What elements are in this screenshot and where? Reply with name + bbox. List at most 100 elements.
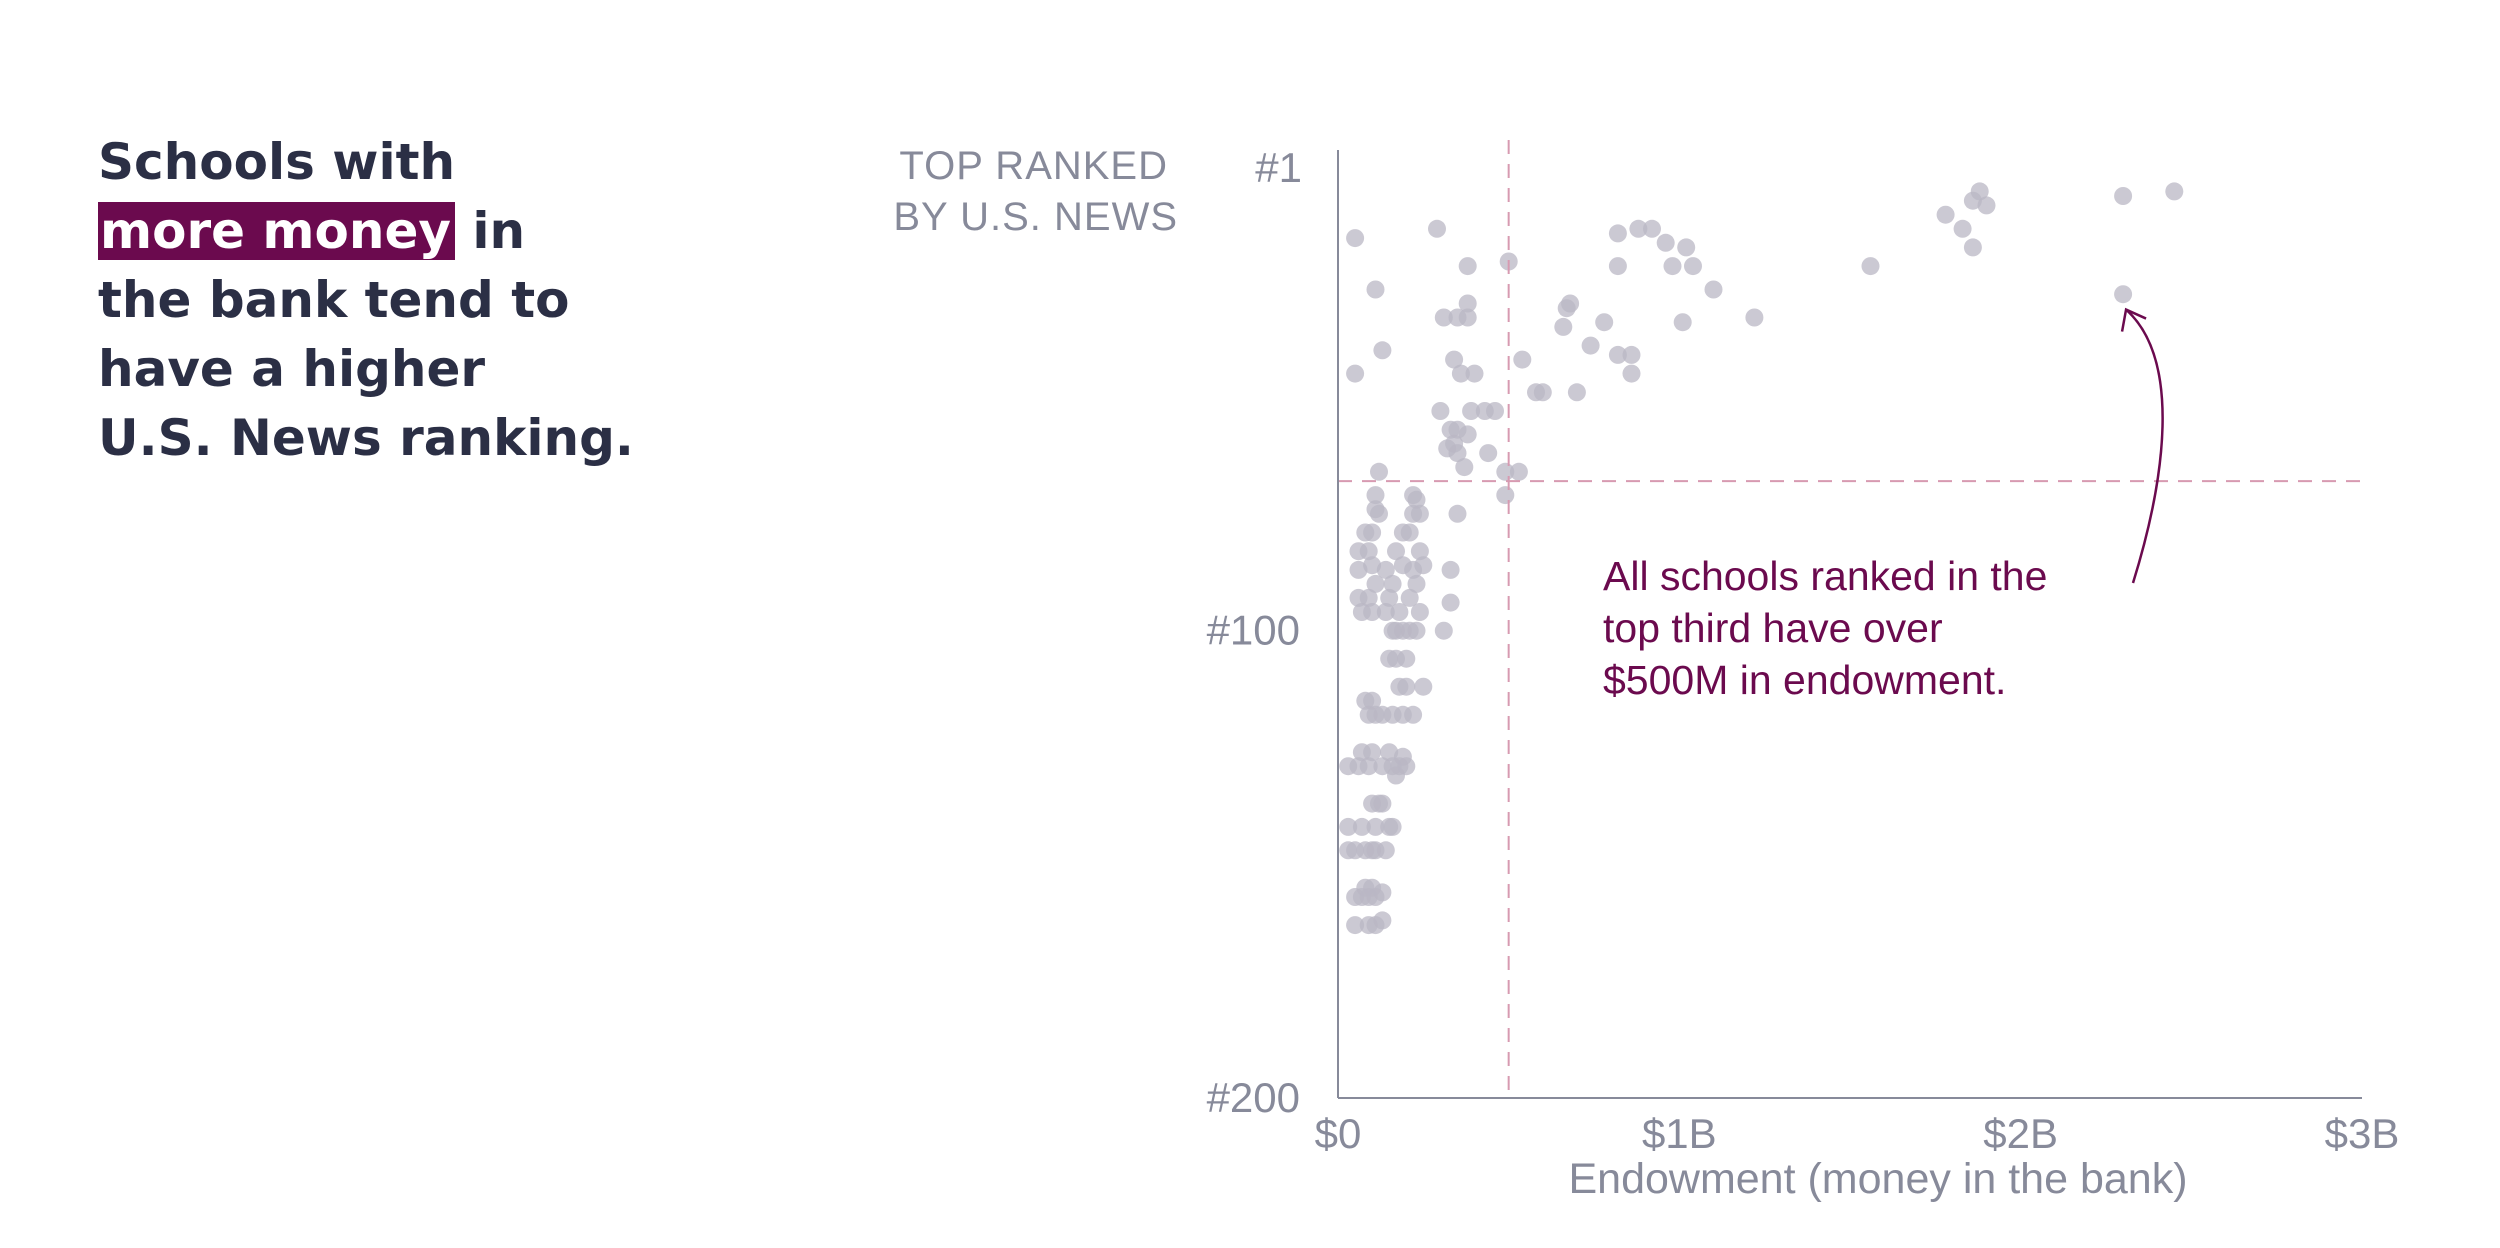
data-point-88 — [1407, 574, 1426, 593]
data-point-90 — [1359, 588, 1378, 607]
y-axis-label-line-1: TOP RANKED — [899, 144, 1168, 188]
data-point-57 — [1479, 444, 1498, 463]
data-point-38 — [1434, 308, 1453, 327]
data-point-17 — [1608, 257, 1627, 276]
data-point-22 — [1561, 294, 1580, 313]
data-point-83 — [1376, 560, 1395, 579]
data-point-87 — [1383, 574, 1402, 593]
data-point-109 — [1397, 677, 1416, 696]
headline-line-5: U.S. News ranking. — [98, 409, 634, 467]
data-point-107 — [1397, 649, 1416, 668]
data-point-102 — [1407, 621, 1426, 640]
ticks-layer: $0 $1B $2B $3B #1 #100 #200 — [1207, 144, 2400, 1157]
data-point-155 — [1373, 911, 1392, 930]
data-point-85 — [1441, 560, 1460, 579]
data-point-1 — [2114, 187, 2133, 205]
data-point-56 — [1448, 444, 1467, 463]
data-point-82 — [1349, 560, 1368, 579]
data-point-37 — [1448, 308, 1467, 327]
data-point-16 — [1684, 257, 1702, 276]
data-point-92 — [1400, 588, 1419, 607]
x-tick-label-3: $3B — [2325, 1110, 2400, 1157]
data-point-28 — [1622, 364, 1641, 383]
data-point-144 — [1376, 841, 1395, 860]
data-point-26 — [1608, 345, 1627, 364]
annotation-line-2: top third have over — [1603, 605, 1943, 651]
data-point-110 — [1414, 677, 1433, 696]
data-point-18 — [1704, 280, 1723, 299]
data-point-151 — [1366, 888, 1385, 906]
data-point-0 — [2165, 182, 2184, 201]
data-point-5 — [1936, 205, 1955, 224]
data-point-53 — [1458, 425, 1477, 444]
data-point-43 — [1346, 364, 1365, 383]
data-point-58 — [1455, 458, 1474, 477]
data-point-23 — [1554, 317, 1573, 336]
headline-line-4: have a higher — [98, 340, 486, 398]
x-tick-label-2: $2B — [1983, 1110, 2058, 1157]
x-tick-label-0: $0 — [1315, 1110, 1362, 1157]
annotation-arrowhead — [2120, 307, 2147, 332]
data-point-24 — [1595, 313, 1614, 332]
data-point-45 — [1451, 364, 1470, 383]
data-point-19 — [1745, 308, 1764, 327]
data-point-86 — [1366, 574, 1385, 593]
data-point-112 — [1363, 691, 1382, 710]
data-point-103 — [1434, 621, 1453, 640]
data-point-12 — [1608, 224, 1627, 243]
data-point-4 — [1977, 196, 1996, 215]
data-point-93 — [1441, 593, 1460, 612]
data-point-121 — [1380, 743, 1399, 762]
data-point-67 — [1448, 504, 1467, 523]
data-point-120 — [1363, 743, 1382, 762]
data-point-39 — [1428, 219, 1446, 238]
data-point-46 — [1465, 364, 1484, 383]
data-point-14 — [1677, 238, 1696, 257]
data-point-31 — [1527, 383, 1545, 402]
data-point-98 — [1410, 603, 1429, 621]
data-point-118 — [1404, 705, 1423, 724]
data-point-73 — [1363, 523, 1382, 542]
data-point-50 — [1462, 402, 1481, 420]
data-point-79 — [1363, 556, 1382, 575]
annotation-line-3: $500M in endowment. — [1603, 657, 2006, 703]
data-point-96 — [1376, 603, 1395, 621]
data-point-32 — [1513, 350, 1532, 369]
data-point-62 — [1496, 486, 1515, 505]
data-point-135 — [1352, 817, 1371, 836]
data-point-47 — [1431, 402, 1450, 420]
data-point-136 — [1366, 817, 1385, 836]
x-tick-label-1: $1B — [1642, 1110, 1717, 1157]
data-point-152 — [1346, 916, 1365, 935]
headline-line-3: the bank tend to — [98, 271, 570, 329]
headline-line-2: more money in — [98, 197, 738, 266]
data-point-29 — [1567, 383, 1586, 402]
data-point-42 — [1373, 341, 1392, 360]
headline-line-1: Schools with — [98, 133, 456, 191]
annotation-arrow — [2125, 308, 2164, 584]
data-point-7 — [1963, 238, 1982, 257]
data-point-69 — [1404, 504, 1423, 523]
data-point-3 — [1963, 191, 1982, 210]
data-point-63 — [1366, 486, 1385, 505]
data-point-77 — [1387, 542, 1405, 561]
data-point-13 — [1656, 233, 1675, 252]
data-point-60 — [1509, 462, 1528, 481]
data-point-10 — [1629, 219, 1648, 238]
data-point-84 — [1404, 560, 1423, 579]
data-point-65 — [1407, 490, 1426, 509]
data-point-8 — [2114, 285, 2133, 304]
data-point-70 — [1370, 504, 1388, 523]
x-axis-label: Endowment (money in the bank) — [1568, 1155, 2187, 1203]
annotation-line-1: All schools ranked in the — [1603, 553, 2047, 599]
data-point-52 — [1486, 402, 1504, 420]
headline-highlight: more money — [98, 202, 455, 260]
points-layer — [1339, 182, 2184, 935]
data-point-6 — [1953, 219, 1972, 238]
data-point-78 — [1410, 542, 1429, 561]
data-point-97 — [1390, 603, 1409, 621]
data-point-20 — [1673, 313, 1692, 332]
data-point-95 — [1363, 603, 1382, 621]
headline: Schools with more money in the bank tend… — [98, 128, 738, 473]
data-point-27 — [1622, 345, 1641, 364]
